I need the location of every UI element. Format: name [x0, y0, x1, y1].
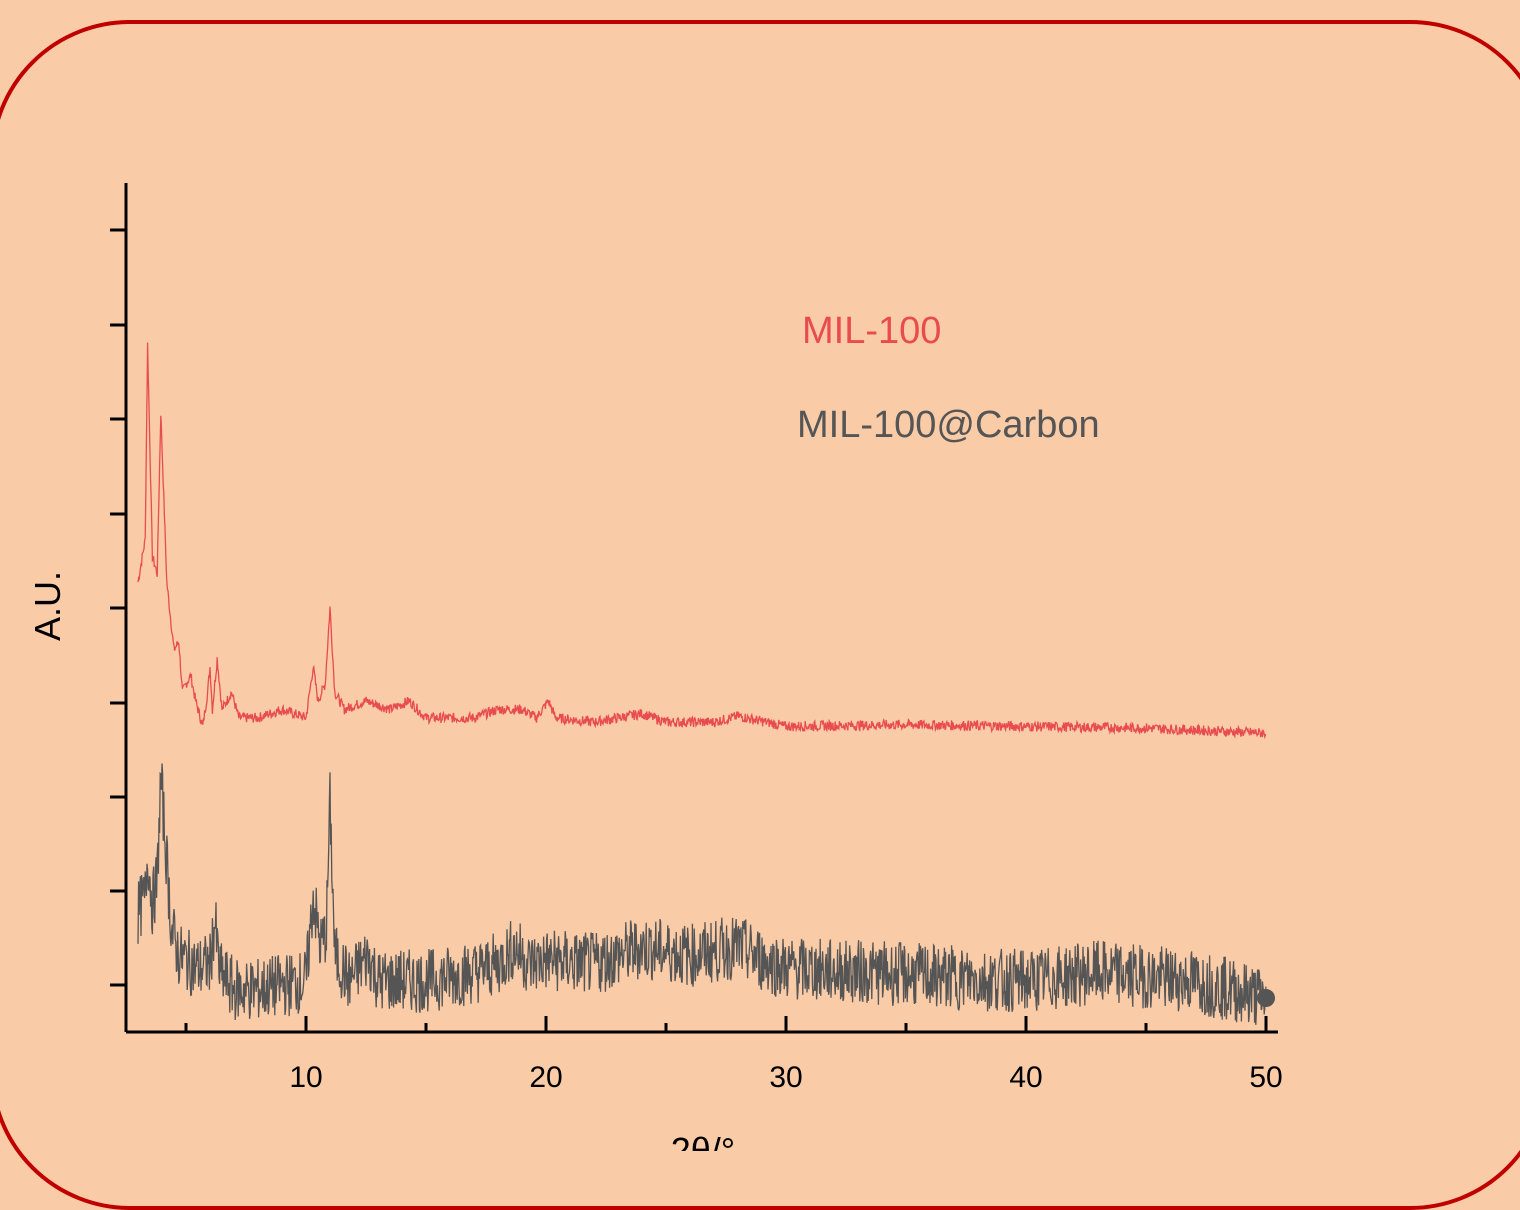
legend-mil100: MIL-100 — [802, 310, 941, 352]
series-group — [137, 342, 1275, 1025]
x-tick-label: 10 — [289, 1061, 322, 1094]
x-tick-label: 40 — [1009, 1061, 1042, 1094]
y-axis — [110, 183, 128, 1032]
x-axis: 10 20 30 40 50 — [126, 1016, 1283, 1094]
legend-mil100-carbon: MIL-100@Carbon — [797, 404, 1100, 446]
series-end-marker — [1257, 989, 1275, 1008]
x-axis-title: 2θ/° — [671, 1130, 735, 1151]
x-tick-label: 30 — [769, 1061, 802, 1094]
series-line-mil100 — [137, 342, 1267, 740]
x-tick-label: 20 — [529, 1061, 562, 1094]
y-axis-title: A.U. — [27, 571, 68, 641]
xrd-chart: 10 20 30 40 50 MIL-100 MIL-100@Carbon A.U. 2… — [27, 183, 1283, 1151]
series-line-mil100-carbon — [137, 763, 1267, 1025]
x-tick-label: 50 — [1249, 1061, 1282, 1094]
